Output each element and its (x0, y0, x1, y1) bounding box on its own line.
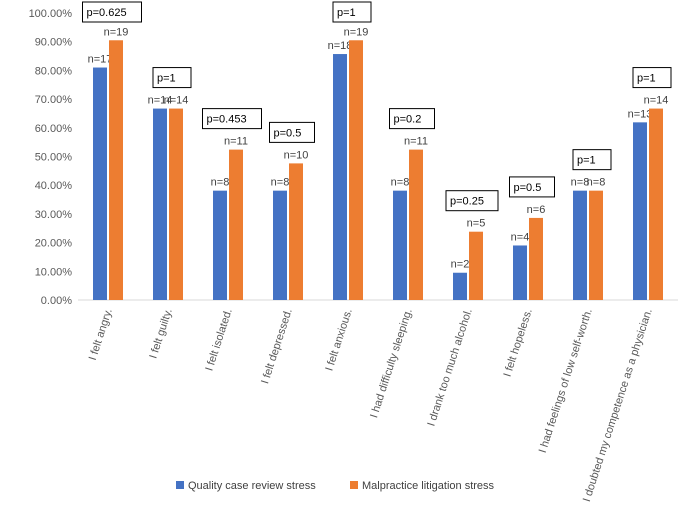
bar-malpractice-litigation (169, 108, 183, 300)
p-value-box (509, 176, 555, 198)
category-label: I felt angry. (87, 307, 115, 362)
bar-quality-case-review (93, 67, 107, 300)
bars: n=17n=19n=14n=14n=8n=11n=8n=10n=18n=19n=… (88, 26, 669, 300)
y-tick-label: 20.00% (35, 238, 73, 250)
bar-malpractice-litigation (109, 40, 123, 300)
bar-malpractice-litigation (289, 163, 303, 300)
data-label: n=14 (148, 95, 173, 107)
category-label: I felt depressed. (259, 307, 295, 385)
y-tick-label: 40.00% (35, 180, 73, 192)
y-axis: 0.00% 10.00% 20.00% 30.00% 40.00% 50.00% 60.00… (29, 8, 678, 307)
y-tick-label: 30.00% (35, 209, 73, 221)
y-tick-label: 80.00% (35, 65, 73, 77)
bar-malpractice-litigation (469, 231, 483, 300)
bar-malpractice-litigation (649, 108, 663, 300)
p-value-label: p=0.625 (87, 7, 127, 19)
p-value-box (202, 108, 262, 130)
y-tick-label: 60.00% (35, 123, 73, 135)
data-label: n=6 (527, 204, 546, 216)
data-label: n=11 (404, 136, 428, 148)
y-tick-label: 70.00% (35, 94, 73, 106)
p-value-box (445, 190, 499, 212)
bar-quality-case-review (213, 190, 227, 300)
legend: Quality case review stress Malpractice l… (176, 480, 495, 492)
y-tick-label: 10.00% (35, 266, 73, 278)
bar-quality-case-review (273, 190, 287, 300)
data-label: n=14 (644, 95, 669, 107)
bar-quality-case-review (153, 108, 167, 300)
p-value-label: p=1 (637, 73, 656, 85)
bar-quality-case-review (573, 190, 587, 300)
bar-quality-case-review (393, 190, 407, 300)
p-value-label: p=1 (337, 7, 356, 19)
p-value-label: p=0.5 (274, 127, 302, 139)
data-label: n=18 (328, 40, 353, 52)
legend-swatch-quality-case-review (176, 481, 184, 489)
category-label: I felt guilty. (147, 307, 174, 360)
p-value-box (82, 1, 142, 23)
data-label: n=5 (467, 218, 486, 230)
category-label: I felt anxious. (323, 307, 354, 372)
category-label: I felt isolated. (203, 307, 234, 372)
p-value-label: p=0.5 (514, 182, 542, 194)
y-tick-label: 90.00% (35, 37, 73, 49)
p-value-box (269, 121, 315, 143)
bar-malpractice-litigation (409, 149, 423, 300)
category-label: I had feelings of low self-worth. (537, 307, 595, 454)
data-label: n=8 (211, 177, 230, 189)
data-label: n=19 (344, 26, 369, 38)
bar-quality-case-review (513, 245, 527, 300)
data-label: n=11 (224, 136, 248, 148)
category-label: I had difficulty sleeping. (368, 307, 415, 419)
p-value-label: p=0.2 (394, 114, 422, 126)
legend-label-malpractice-litigation: Malpractice litigation stress (362, 480, 495, 492)
data-label: n=4 (511, 231, 530, 243)
data-label: n=10 (284, 149, 309, 161)
bar-malpractice-litigation (529, 217, 543, 300)
data-label: n=14 (164, 95, 189, 107)
bar-malpractice-litigation (349, 40, 363, 300)
data-label: n=2 (451, 259, 470, 271)
p-value-box (332, 1, 372, 23)
p-value-box (632, 67, 672, 89)
category-label: I felt hopeless. (502, 307, 535, 378)
category-label: I doubted my competence as a physician. (581, 307, 655, 503)
bar-quality-case-review (333, 54, 347, 300)
data-label: n=17 (88, 54, 113, 66)
p-value-annotations: p=0.625 p=1 p=0.453 p=0.5 p=1 p=0.2 p=0.25 p=0.… (82, 1, 672, 212)
bar-malpractice-litigation (589, 190, 603, 300)
p-value-label: p=1 (577, 155, 596, 167)
p-value-label: p=1 (157, 73, 176, 85)
data-label: n=13 (628, 108, 653, 120)
data-label: n=8 (271, 177, 290, 189)
p-value-box (152, 67, 192, 89)
legend-label-quality-case-review: Quality case review stress (188, 480, 316, 492)
data-label: n=8 (587, 177, 606, 189)
y-tick-label: 100.00% (29, 8, 73, 20)
data-label: n=19 (104, 26, 129, 38)
y-tick-label: 0.00% (41, 295, 72, 307)
category-label: I drank too much alcohol. (425, 307, 474, 428)
p-value-box (389, 108, 435, 130)
legend-swatch-malpractice-litigation (350, 481, 358, 489)
data-label: n=8 (391, 177, 410, 189)
data-label: n=8 (571, 177, 590, 189)
p-value-box (572, 149, 612, 171)
bar-quality-case-review (453, 272, 467, 300)
y-tick-label: 50.00% (35, 152, 73, 164)
bar-malpractice-litigation (229, 149, 243, 300)
p-value-label: p=0.453 (207, 114, 247, 126)
p-value-label: p=0.25 (450, 196, 484, 208)
bar-quality-case-review (633, 122, 647, 300)
category-labels: I felt angry. I felt guilty. I felt isolat… (87, 307, 655, 503)
